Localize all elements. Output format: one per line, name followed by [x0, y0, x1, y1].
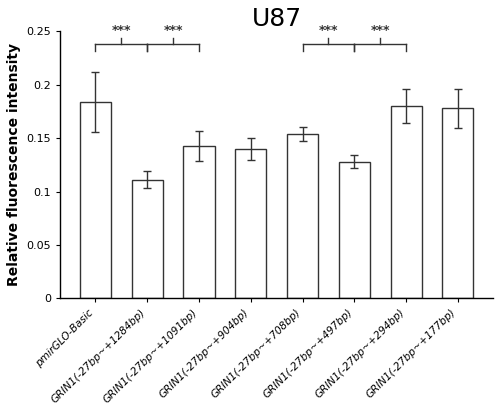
Text: ***: *** [318, 24, 338, 37]
Bar [287, 134, 318, 298]
Bar [184, 146, 214, 298]
Bar [339, 162, 370, 298]
Text: ***: *** [112, 24, 131, 37]
Bar [442, 108, 474, 298]
Bar [132, 180, 163, 298]
Bar [390, 106, 422, 298]
Bar [236, 149, 266, 298]
Bar [80, 102, 111, 298]
Text: ***: *** [164, 24, 183, 37]
Y-axis label: Relative fluorescence intensity: Relative fluorescence intensity [7, 43, 21, 286]
Text: ***: *** [370, 24, 390, 37]
Title: U87: U87 [252, 7, 302, 31]
